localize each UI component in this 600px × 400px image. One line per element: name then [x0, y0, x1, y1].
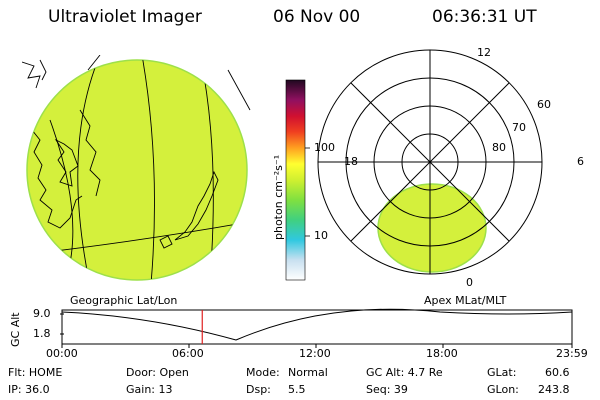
coastline: [29, 99, 83, 229]
coastline: [22, 61, 41, 89]
altitude-ylabel: GC Alt: [9, 312, 22, 347]
meridian-line: [77, 60, 101, 280]
dsp-label: Dsp:: [246, 383, 271, 396]
glat-label: GLat:: [487, 366, 517, 379]
xtick-1200: 12:00: [299, 347, 331, 360]
colorbar-unit-label: photon cm⁻²s⁻¹: [272, 154, 285, 240]
date-label: 06 Nov 00: [273, 7, 361, 27]
flight-status: Flt: HOME: [8, 366, 63, 379]
door-status: Door: Open: [126, 366, 189, 379]
gain-status: Gain: 13: [126, 383, 173, 396]
meridian-line: [141, 60, 155, 280]
xtick-1800: 18:00: [426, 347, 458, 360]
xtick-0000: 00:00: [46, 347, 78, 360]
glon-value: 243.8: [538, 383, 570, 396]
coastline: [39, 59, 47, 81]
colorbar-tick-10: 10: [314, 229, 328, 242]
coastline: [159, 235, 173, 249]
ip-status: IP: 36.0: [8, 383, 50, 396]
lat-label-70: 70: [512, 121, 526, 134]
dsp-value: 5.5: [288, 383, 306, 396]
uv-image-region: [26, 59, 248, 281]
mode-value: Normal: [288, 366, 328, 379]
xtick-2359: 23:59: [556, 347, 588, 360]
polar-plot: [317, 49, 543, 275]
time-label: 06:36:31 UT: [432, 7, 537, 27]
coastline: [79, 109, 101, 197]
glon-label: GLon:: [487, 383, 519, 396]
seq-status: Seq: 39: [366, 383, 408, 396]
geographic-map: [22, 55, 251, 281]
colorbar: [285, 79, 310, 281]
altitude-curve: [61, 308, 573, 341]
instrument-title: Ultraviolet Imager: [48, 7, 202, 27]
glat-value: 60.6: [545, 366, 570, 379]
apex-label: Apex MLat/MLT: [424, 294, 507, 307]
altitude-ytick-1-8: 1.8: [33, 327, 51, 340]
xtick-0600: 06:00: [172, 347, 204, 360]
coastline: [54, 138, 79, 187]
geographic-label: Geographic Lat/Lon: [70, 294, 178, 307]
altitude-plot: [60, 308, 573, 348]
colorbar-tick-100: 100: [314, 141, 335, 154]
mlt-label-12: 12: [477, 46, 491, 59]
mlt-label-0: 0: [466, 276, 473, 289]
lat-label-80: 80: [492, 141, 506, 154]
mlt-label-6: 6: [577, 155, 584, 168]
mlt-label-18: 18: [344, 155, 358, 168]
mode-label: Mode:: [246, 366, 280, 379]
gc-alt-status: GC Alt: 4.7 Re: [366, 366, 443, 379]
lat-label-60: 60: [537, 98, 551, 111]
altitude-ytick-9: 9.0: [33, 307, 51, 320]
coastline: [174, 170, 219, 241]
